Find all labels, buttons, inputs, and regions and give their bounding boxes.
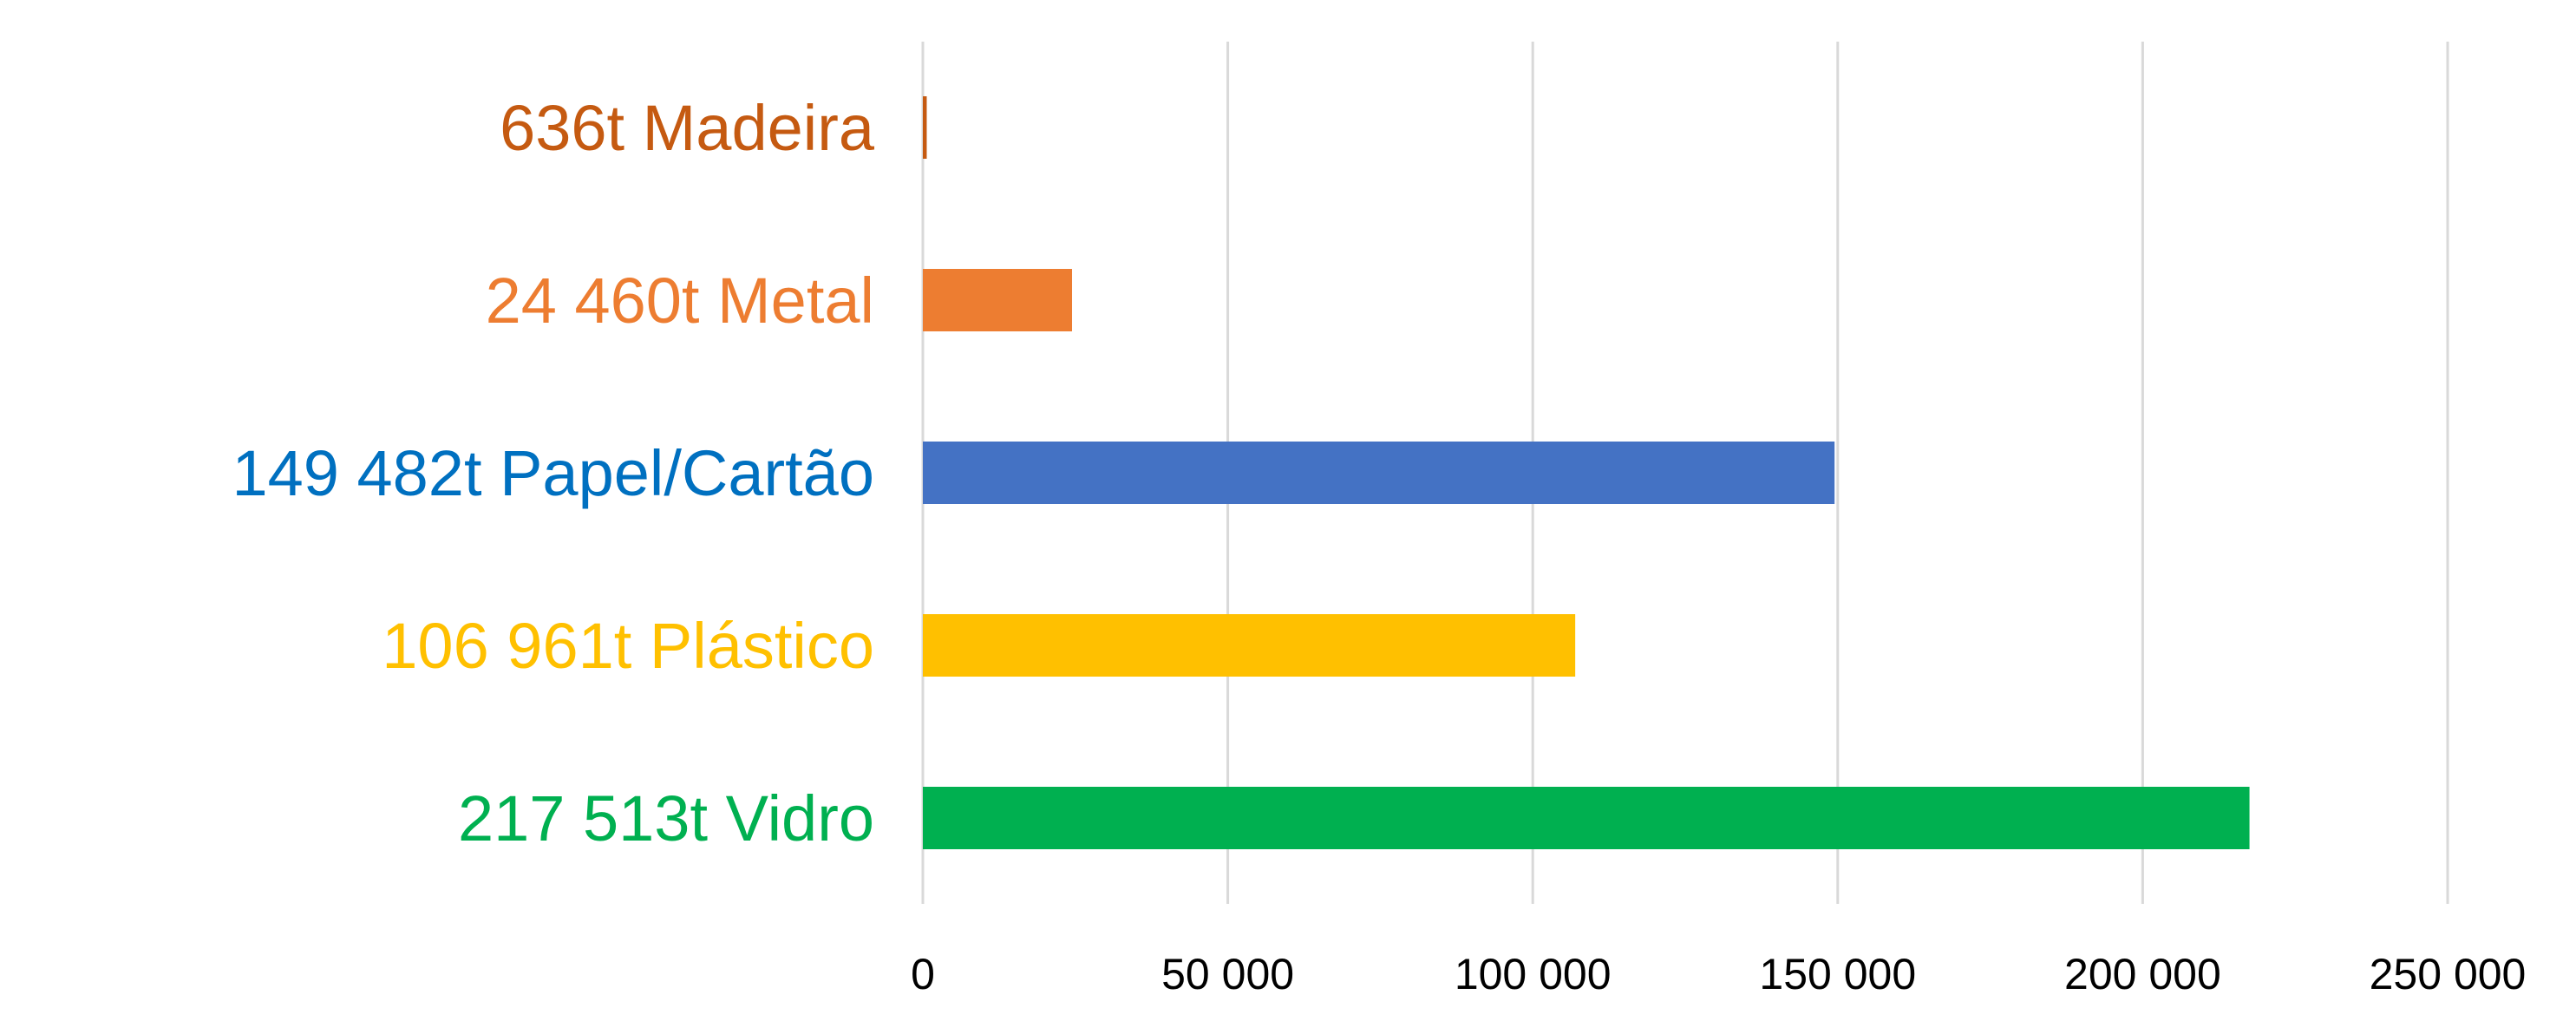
bar-2 [923,269,1073,331]
x-axis-tick-labels: 0 50 000 100 000 150 000 200 000 250 000 [911,950,2526,998]
bar-4 [923,614,1576,677]
category-label-2: 24 460t Metal [486,265,874,337]
category-label-1: 636t Madeira [500,92,875,164]
category-labels: 636t Madeira 24 460t Metal 149 482t Papel/… [232,92,874,854]
x-tick-label: 200 000 [2064,950,2221,998]
bars [923,96,2250,849]
x-tick-label: 50 000 [1161,950,1294,998]
x-tick-label: 100 000 [1455,950,1612,998]
bar-3 [923,442,1835,504]
bar-1 [923,96,927,159]
x-tick-label: 150 000 [1759,950,1916,998]
category-label-5: 217 513t Vidro [458,782,874,854]
x-tick-label: 0 [911,950,935,998]
x-tick-label: 250 000 [2370,950,2527,998]
bar-5 [923,787,2250,849]
category-label-3: 149 482t Papel/Cartão [232,437,874,509]
category-label-4: 106 961t Plástico [382,610,874,682]
